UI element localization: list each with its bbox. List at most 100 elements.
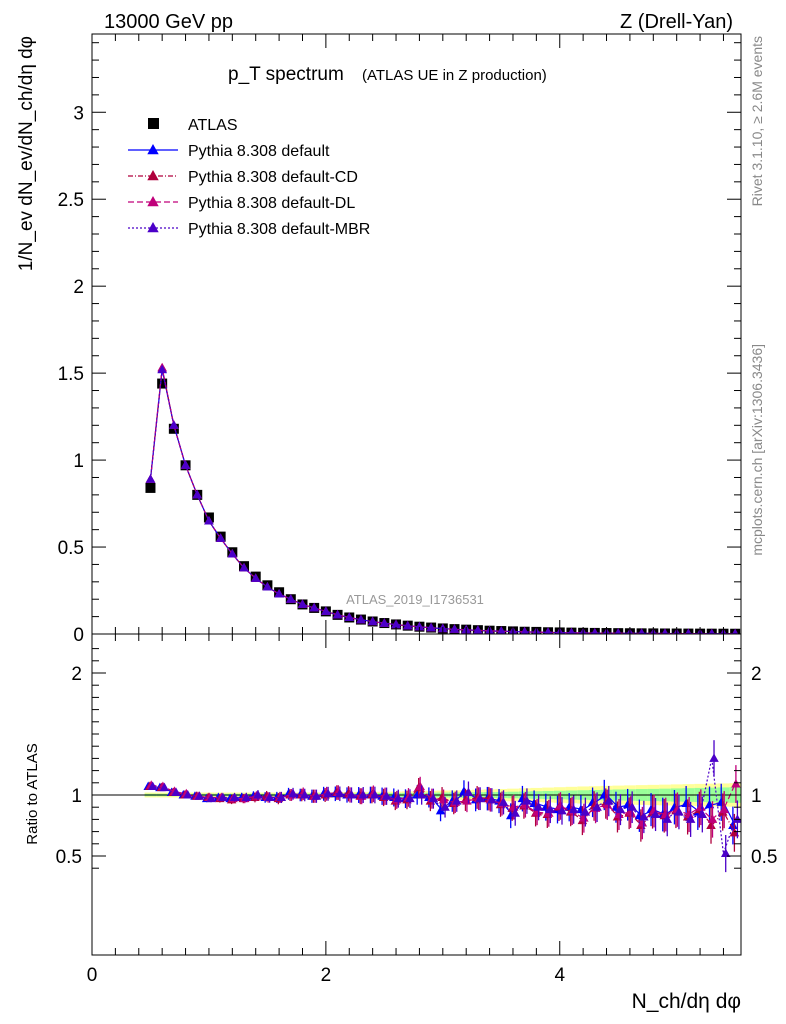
mc-marker: [449, 624, 460, 633]
main-ytick-label: 2.5: [58, 190, 84, 211]
ratio-marker: [533, 802, 544, 811]
ratio-panel: 0.5 0.5 1 1 2 2 0 2 4 Ratio to ATLAS N_ch/dη dφ: [24, 633, 777, 1013]
ratio-marker: [532, 807, 542, 816]
ratio-marker: [311, 791, 322, 800]
main-subtitle: (ATLAS UE in Z production): [362, 67, 547, 84]
ratio-ytick-label-right: 2: [751, 664, 762, 685]
mc-marker: [274, 589, 284, 598]
mc-marker: [520, 626, 529, 634]
ratio-marker: [463, 787, 474, 797]
mc-marker: [567, 627, 575, 634]
ratio-marker: [639, 811, 649, 821]
ratio-line: [150, 785, 736, 834]
ratio-marker: [462, 796, 472, 805]
mc-marker: [239, 562, 249, 572]
ratio-marker: [615, 804, 626, 814]
ratio-marker: [508, 802, 519, 811]
ratio-marker: [650, 809, 661, 819]
ratio-marker: [438, 794, 449, 804]
mc-marker: [391, 619, 401, 629]
legend-label: Pythia 8.308 default: [188, 143, 330, 160]
xtick-label: 2: [321, 965, 332, 986]
legend-label: Pythia 8.308 default-CD: [188, 169, 358, 186]
mc-marker: [496, 626, 506, 634]
legend-square-marker: [148, 118, 159, 129]
mc-marker: [192, 489, 202, 499]
main-title: p_T spectrum: [228, 64, 344, 85]
ratio-marker: [475, 793, 485, 803]
mcplots-caption: mcplots.cern.ch [arXiv:1306.3436]: [749, 344, 765, 556]
ratio-marker: [720, 848, 731, 858]
ratio-marker: [370, 790, 380, 799]
mc-marker: [227, 549, 238, 558]
ratio-ytick-label-right: 1: [751, 786, 762, 807]
ratio-marker: [452, 796, 462, 805]
ratio-marker: [147, 781, 158, 790]
legend-triangle-marker: [147, 222, 159, 233]
mc-marker: [414, 621, 425, 631]
main-panel: 0 0.5 1 1.5 2 2.5 3 p_T spectrum (ATLAS UE in …: [16, 33, 742, 646]
ratio-marker: [637, 818, 648, 827]
ratio-marker: [674, 807, 684, 816]
legend-item: Pythia 8.308 default: [128, 143, 330, 160]
legend-label: Pythia 8.308 default-MBR: [188, 221, 370, 238]
main-ytick-label: 1: [73, 451, 84, 472]
mc-marker: [544, 627, 552, 634]
ratio-ytick-label: 0.5: [56, 847, 82, 868]
ratio-marker: [358, 790, 368, 799]
y-axis-label: 1/N_ev dN_ev/dN_ch/dη dφ: [16, 36, 37, 271]
ratio-marker: [171, 787, 181, 797]
mc-marker: [215, 533, 226, 542]
main-ytick-label: 2: [73, 277, 84, 298]
mc-marker: [250, 573, 261, 582]
mc-marker: [321, 606, 331, 615]
mc-marker: [685, 628, 692, 634]
ratio-marker: [697, 809, 708, 819]
ratio-marker: [276, 792, 287, 801]
ratio-marker: [241, 792, 252, 801]
ratio-marker: [707, 814, 718, 823]
legend-item: Pythia 8.308 default-CD: [128, 169, 358, 186]
mc-marker: [708, 628, 715, 634]
main-ytick-label: 0: [73, 625, 84, 646]
mc-marker: [426, 622, 436, 632]
ratio-marker: [405, 793, 415, 803]
ratio-marker: [346, 790, 357, 799]
mc-marker: [145, 474, 156, 483]
ratio-marker: [206, 793, 216, 803]
mc-marker: [286, 594, 296, 603]
ratio-marker: [719, 804, 729, 814]
ratio-marker: [684, 809, 694, 819]
ratio-marker: [416, 790, 427, 799]
ratio-marker: [194, 791, 205, 800]
ratio-marker: [440, 802, 450, 811]
ratio-marker: [498, 797, 509, 806]
mc-marker: [262, 582, 273, 591]
ratio-marker: [580, 807, 591, 816]
mc-marker: [297, 599, 308, 608]
ratio-marker: [415, 781, 425, 790]
ratio-marker: [660, 809, 671, 819]
ratio-marker: [555, 800, 566, 810]
ratio-marker: [381, 791, 392, 800]
ratio-marker: [253, 790, 263, 799]
mc-marker: [157, 364, 167, 374]
ratio-marker: [487, 794, 497, 804]
mc-marker: [732, 628, 739, 634]
legend-label: Pythia 8.308 default-DL: [188, 195, 355, 212]
ratio-marker: [627, 802, 637, 811]
ratio-line: [150, 758, 736, 854]
ratio-ytick-label: 2: [71, 664, 82, 685]
legend-item: Pythia 8.308 default-DL: [128, 195, 355, 212]
ratio-ytick-label-right: 0.5: [751, 847, 777, 868]
ratio-marker: [264, 792, 275, 801]
mc-marker: [169, 420, 179, 429]
legend-item: Pythia 8.308 default-MBR: [128, 221, 370, 238]
ratio-marker: [159, 782, 170, 792]
ratio-marker: [545, 804, 556, 814]
watermark: ATLAS_2019_I1736531: [346, 592, 484, 607]
mc-marker: [638, 628, 645, 634]
ratio-marker: [604, 796, 614, 805]
ratio-marker: [557, 805, 567, 815]
